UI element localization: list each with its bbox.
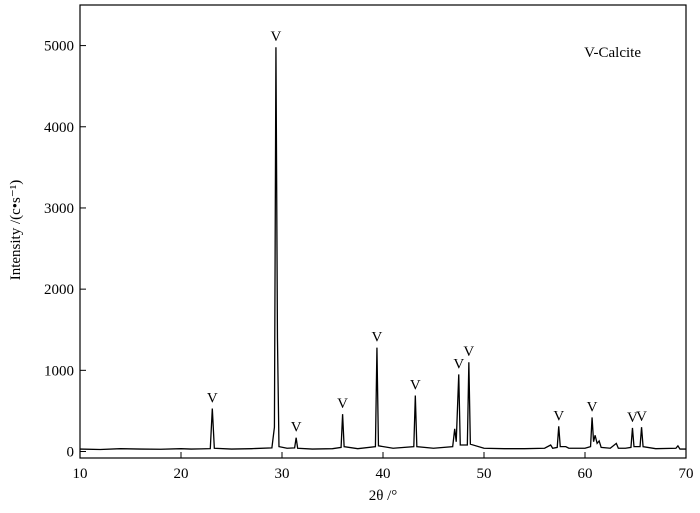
peak-label: V <box>627 410 638 426</box>
y-tick-label: 4000 <box>44 120 74 136</box>
plot-frame <box>79 4 687 459</box>
peak-label: V <box>463 344 474 360</box>
y-tick-label: 3000 <box>44 201 74 217</box>
legend-label: V-Calcite <box>584 45 641 61</box>
y-axis-label: Intensity /(c•s⁻¹) <box>8 180 24 281</box>
peak-label: V <box>271 29 282 45</box>
y-tick-label: 0 <box>67 445 75 461</box>
peak-label: V <box>291 420 302 436</box>
peak-label: V <box>337 396 348 412</box>
y-tick-label: 5000 <box>44 39 74 55</box>
peak-label: V <box>453 356 464 372</box>
x-tick-label: 30 <box>275 466 290 482</box>
peak-label: V <box>636 409 647 425</box>
x-tick-label: 60 <box>578 466 593 482</box>
x-axis-label: 2θ /° <box>369 488 398 504</box>
peak-label: V <box>207 390 218 406</box>
y-tick-label: 1000 <box>44 363 74 379</box>
x-tick-label: 10 <box>73 466 88 482</box>
x-tick-label: 20 <box>174 466 189 482</box>
x-tick-label: 50 <box>477 466 492 482</box>
y-tick-label: 2000 <box>44 282 74 298</box>
x-tick-label: 70 <box>679 466 694 482</box>
peak-label: V <box>587 399 598 415</box>
peak-label: V <box>553 408 564 424</box>
x-tick-label: 40 <box>376 466 391 482</box>
peak-label: V <box>410 377 421 393</box>
data-line <box>79 47 686 451</box>
peak-label: V <box>372 330 383 346</box>
